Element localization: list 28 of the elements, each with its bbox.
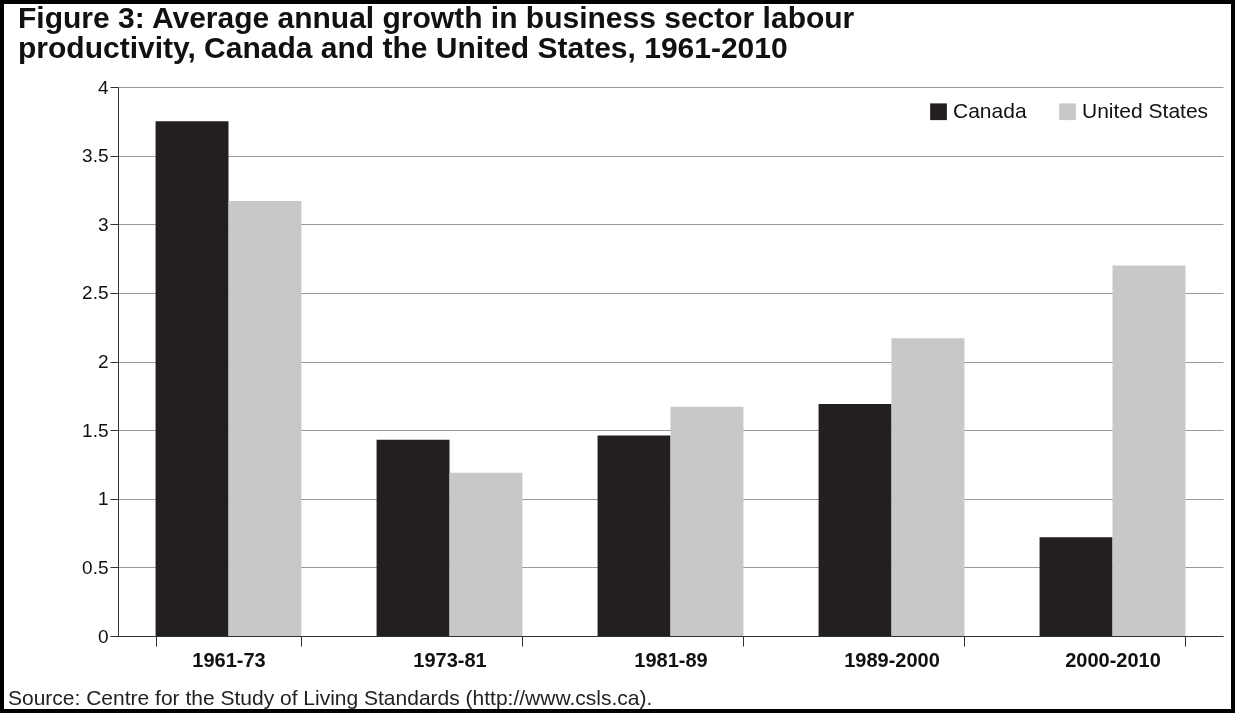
bar bbox=[891, 338, 965, 636]
y-tick-label: 0 bbox=[97, 625, 109, 647]
x-tick-label: 1961-73 bbox=[192, 648, 266, 671]
x-tick-label: 1989-2000 bbox=[844, 648, 940, 671]
y-tick-label: 1.5 bbox=[82, 419, 109, 441]
bar bbox=[818, 404, 892, 636]
x-tick-label: 1981-89 bbox=[634, 648, 708, 671]
x-tick-label: 2000-2010 bbox=[1065, 648, 1161, 671]
y-tick-label: 3.5 bbox=[82, 145, 109, 167]
y-tick-label: 2 bbox=[97, 351, 109, 372]
bar bbox=[1039, 537, 1113, 636]
bar bbox=[597, 435, 671, 636]
y-tick-label: 1 bbox=[97, 488, 109, 510]
bar bbox=[449, 472, 523, 636]
x-tick-label: 1973-81 bbox=[413, 648, 487, 671]
y-tick-label: 3 bbox=[97, 213, 109, 235]
chart-title: Figure 3: Average annual growth in business sector labour productivity, Canada and the United States, 1961-2010 bbox=[18, 1, 855, 64]
legend-label: Canada bbox=[953, 98, 1027, 122]
source-note: Source: Centre for the Study of Living Standards (http://www.csls.ca). bbox=[8, 686, 654, 710]
y-tick-label: 2.5 bbox=[82, 282, 109, 304]
bar bbox=[376, 439, 450, 636]
y-tick-label: 0.5 bbox=[82, 556, 109, 578]
bar bbox=[155, 121, 229, 636]
bar bbox=[228, 200, 302, 636]
bar bbox=[1112, 265, 1186, 636]
bar bbox=[670, 406, 744, 636]
y-tick-label: 4 bbox=[97, 76, 109, 98]
legend-label: United States bbox=[1082, 98, 1209, 122]
